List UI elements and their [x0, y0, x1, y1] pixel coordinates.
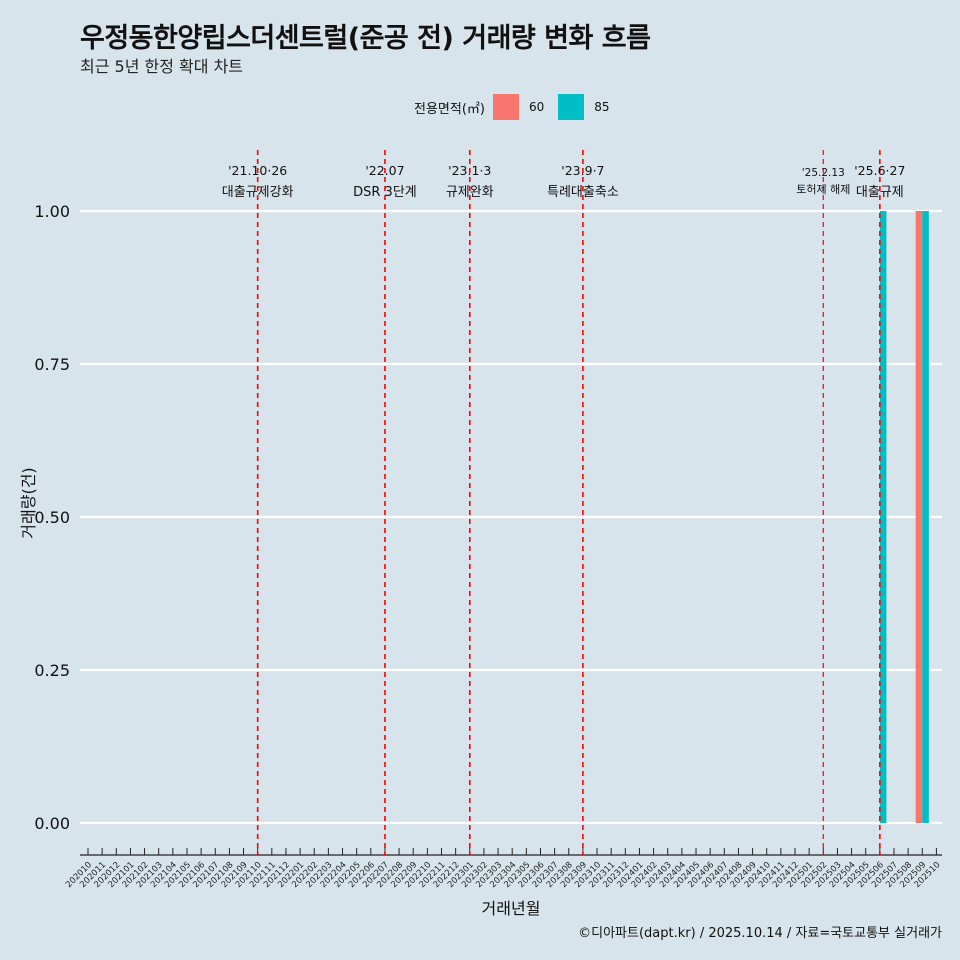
- event-date: '21.10·26: [228, 163, 287, 178]
- event-label: DSR 3단계: [353, 185, 417, 200]
- event-label: 대출규제강화: [222, 185, 294, 200]
- legend-swatch-85: [558, 94, 585, 120]
- bar-60-202509: [915, 211, 923, 823]
- y-tick-label: 1.00: [34, 202, 70, 221]
- y-tick-label: 0.00: [34, 814, 70, 833]
- event-label: 특례대출축소: [547, 185, 619, 200]
- legend-title: 전용면적(㎡): [414, 101, 485, 117]
- legend: 전용면적(㎡) 60 85: [414, 93, 624, 121]
- event-date: '25.2.13: [802, 167, 845, 179]
- bar-85-202509: [922, 211, 929, 823]
- chart-subtitle: 최근 5년 한정 확대 차트: [80, 57, 244, 76]
- y-tick-label: 0.50: [34, 508, 70, 527]
- legend-label-85: 85: [594, 100, 610, 114]
- event-date: '22.07: [365, 163, 404, 178]
- legend-swatch-60: [492, 94, 519, 120]
- event-label: 토허제 해제: [796, 182, 850, 196]
- y-axis-title: 거래량(건): [19, 467, 38, 538]
- bar-85-202506: [879, 211, 887, 823]
- event-date: '23.1·3: [448, 163, 491, 178]
- legend-label-60: 60: [528, 100, 545, 114]
- event-label: 규제완화: [446, 185, 494, 200]
- event-date: '23.9·7: [561, 163, 604, 178]
- x-axis-title: 거래년월: [482, 899, 541, 918]
- y-tick-label: 0.75: [34, 355, 70, 374]
- event-label: 대출규제: [856, 185, 904, 200]
- chart-title: 우정동한양립스더센트럴(준공 전) 거래량 변화 흐름: [80, 23, 651, 54]
- source-caption: ©디아파트(dapt.kr) / 2025.10.14 / 자료=국토교통부 실…: [578, 926, 942, 941]
- y-tick-label: 0.25: [34, 661, 70, 680]
- event-date: '25.6·27: [854, 163, 905, 178]
